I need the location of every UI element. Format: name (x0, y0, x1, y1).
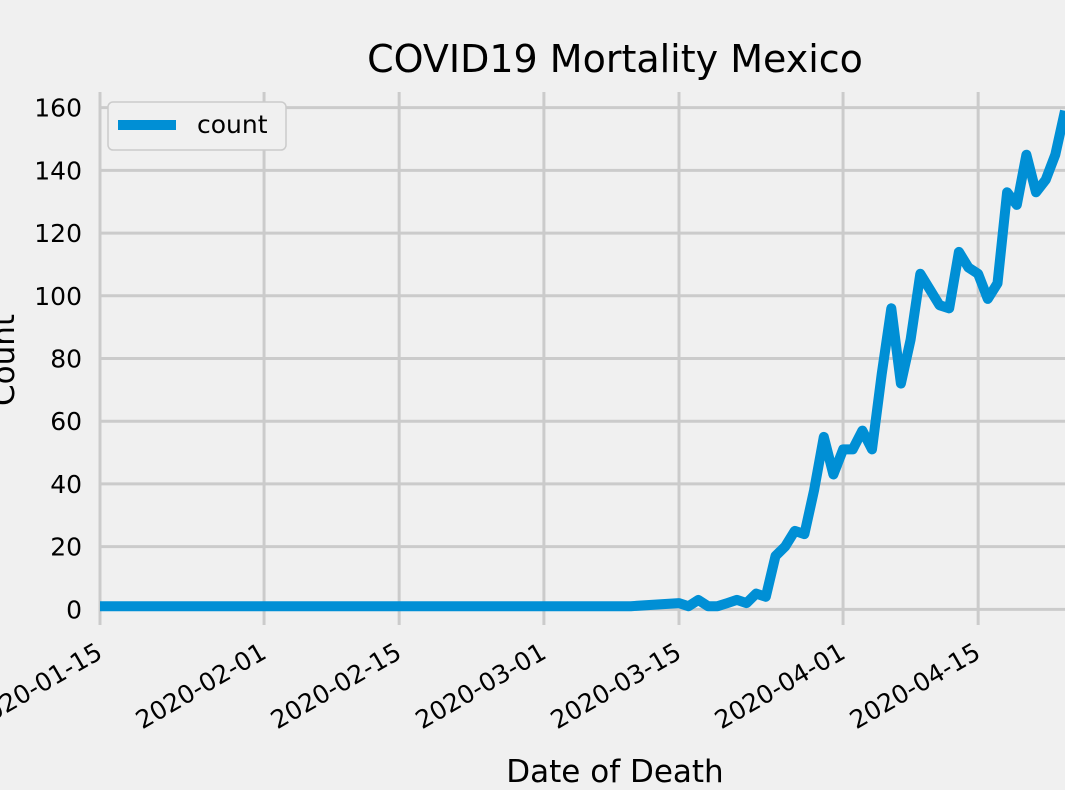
x-tick-2020-03-01: 2020-03-01 (411, 637, 551, 735)
legend: count (107, 101, 287, 151)
legend-label-count: count (197, 110, 268, 139)
x-tick-2020-04-01: 2020-04-01 (710, 637, 850, 735)
y-tick-60: 60 (50, 407, 82, 436)
y-tick-0: 0 (66, 595, 82, 624)
x-tick-2020-01-15: 2020-01-15 (0, 637, 107, 735)
y-tick-labels: 0 20 40 60 80 100 120 140 160 (34, 94, 82, 625)
grid-layer (98, 92, 1065, 625)
y-tick-120: 120 (34, 219, 82, 248)
y-tick-140: 140 (34, 156, 82, 185)
x-tick-2020-02-15: 2020-02-15 (266, 637, 406, 735)
y-tick-80: 80 (50, 345, 82, 374)
series-layer (100, 109, 1065, 612)
series-line-count (100, 109, 1065, 612)
legend-box (107, 101, 287, 151)
x-tick-2020-03-15: 2020-03-15 (546, 637, 686, 735)
chart-title: COVID19 Mortality Mexico (367, 37, 863, 81)
y-tick-40: 40 (50, 470, 82, 499)
x-tick-2020-02-01: 2020-02-01 (131, 637, 271, 735)
x-axis-label: Date of Death (506, 754, 723, 790)
y-tick-160: 160 (34, 94, 82, 123)
y-axis-label: Count (0, 314, 22, 406)
y-tick-100: 100 (34, 282, 82, 311)
x-tick-2020-04-15: 2020-04-15 (845, 637, 985, 735)
y-tick-20: 20 (50, 533, 82, 562)
